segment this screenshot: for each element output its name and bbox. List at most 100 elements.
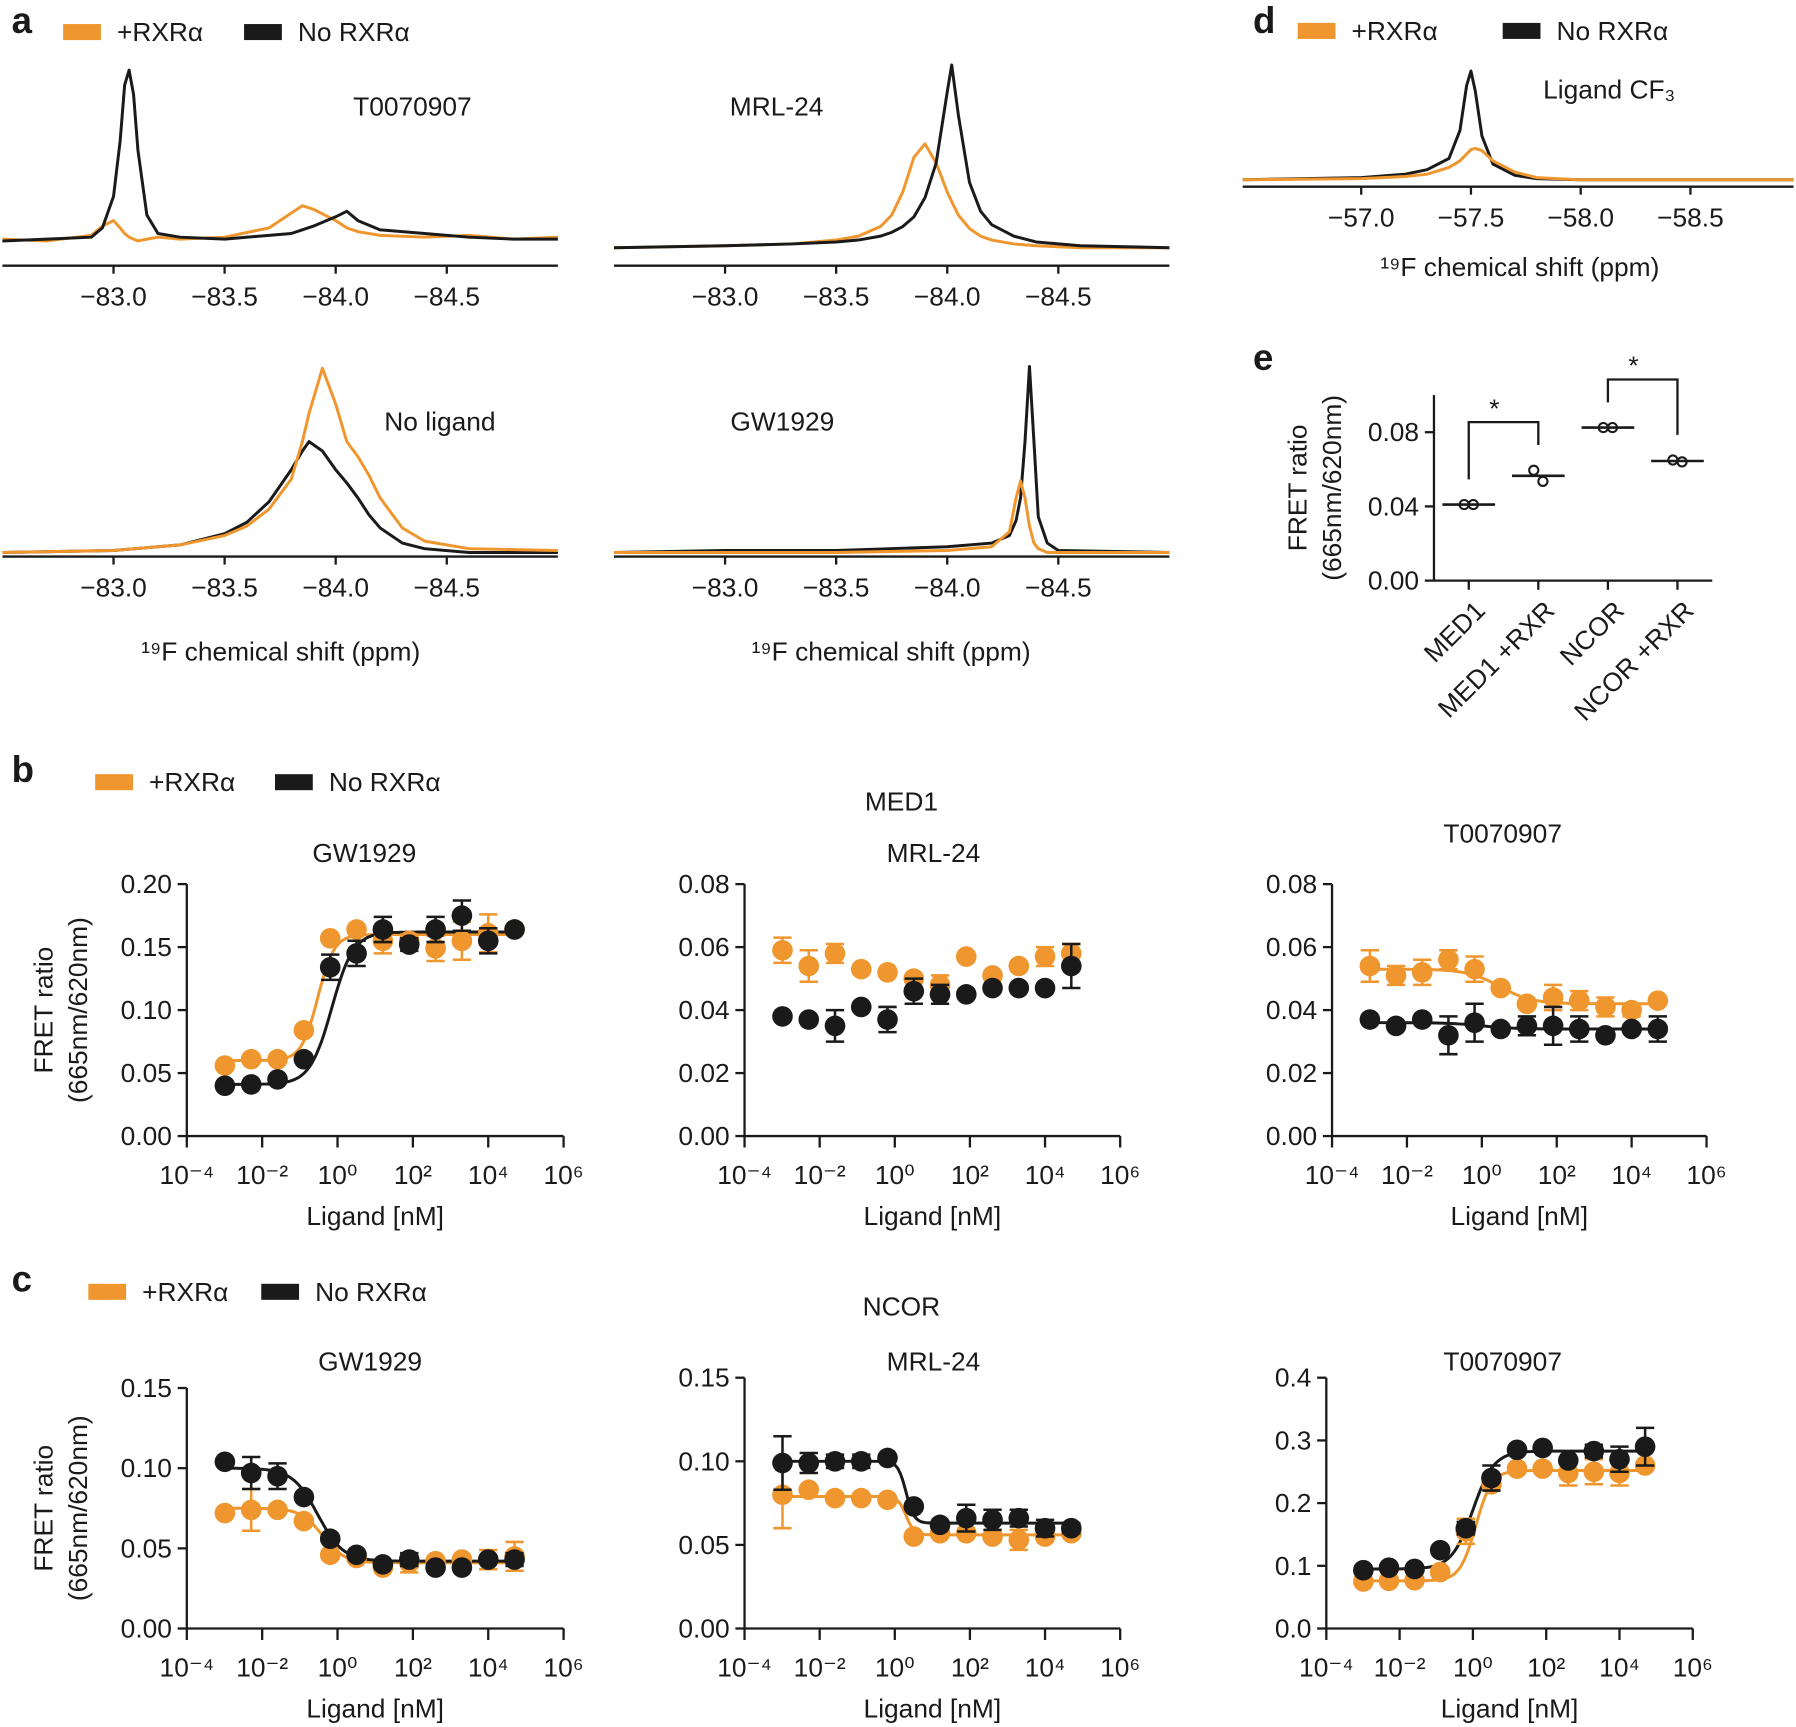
x-axis-label: ¹⁹F chemical shift (ppm): [1380, 252, 1659, 282]
data-point: [1359, 1009, 1381, 1030]
fit-curve: [224, 1506, 515, 1565]
data-point: [1455, 1517, 1477, 1539]
data-point: [267, 1069, 288, 1090]
x-tick-label: −57.0: [1328, 203, 1395, 233]
legend-swatch: [88, 1283, 127, 1300]
spectrum-line: [613, 479, 1170, 554]
data-point: [451, 930, 473, 952]
y-tick-label: 0.10: [121, 995, 172, 1025]
data-point: [214, 1055, 236, 1076]
panel-title: NCOR: [863, 1292, 941, 1322]
y-tick-label: 0.04: [1266, 995, 1317, 1025]
data-point: [1464, 1012, 1485, 1033]
data-point: [346, 943, 367, 964]
data-point: [1647, 990, 1669, 1011]
data-point: [267, 1048, 288, 1070]
x-tick-label: 10⁻⁴: [717, 1652, 772, 1682]
data-point: [1516, 993, 1538, 1015]
y-tick-label: 0.08: [1368, 417, 1419, 447]
legend-swatch: [244, 24, 282, 41]
y-tick-label: 0.3: [1275, 1425, 1312, 1455]
data-point: [982, 1526, 1003, 1547]
data-point: [824, 1451, 846, 1472]
x-tick-label: 10⁻²: [236, 1652, 288, 1682]
data-point: [451, 905, 473, 926]
data-point: [319, 1528, 341, 1550]
data-point: [1542, 987, 1564, 1008]
legend-swatch: [1502, 22, 1541, 39]
x-axis-label: Ligand [nM]: [1441, 1694, 1579, 1724]
data-point: [955, 946, 977, 967]
data-point: [477, 1549, 499, 1570]
data-point: [267, 1499, 288, 1521]
data-point: [1060, 1517, 1082, 1539]
panel-label: b: [12, 749, 34, 790]
x-tick-label: 10⁴: [1025, 1652, 1066, 1682]
data-point: [955, 1507, 977, 1529]
data-point: [1411, 1009, 1433, 1030]
data-point: [1542, 1015, 1564, 1037]
y-tick-label: 0.4: [1275, 1363, 1312, 1393]
legend-label: +RXRα: [142, 1277, 228, 1307]
x-tick-label: 10⁰: [1462, 1160, 1502, 1190]
y-tick-label: 0.15: [121, 932, 172, 962]
data-point: [1583, 1440, 1605, 1462]
data-point: [504, 1549, 525, 1570]
y-tick-label: 0.00: [678, 1614, 729, 1644]
y-axis-label: FRET ratio: [29, 1445, 59, 1572]
fit-curve: [224, 1466, 515, 1563]
data-point: [1008, 1529, 1030, 1551]
y-tick-label: 0.04: [1368, 491, 1419, 521]
data-point: [877, 1489, 898, 1511]
x-tick-label: 10⁻⁴: [160, 1652, 215, 1682]
data-point: [877, 961, 898, 983]
data-point: [1634, 1436, 1656, 1457]
significance-bracket: [1606, 378, 1679, 435]
data-point: [1481, 1467, 1502, 1489]
y-axis-label: FRET ratio: [1283, 424, 1313, 551]
x-axis-label: Ligand [nM]: [306, 1201, 444, 1231]
significance-bracket: [1467, 420, 1540, 480]
legend-label: No RXRα: [298, 17, 410, 47]
x-tick-label: 10⁰: [318, 1160, 358, 1190]
data-point: [293, 1510, 315, 1532]
x-tick-label: 10⁻⁴: [1305, 1160, 1360, 1190]
data-point: [425, 1557, 446, 1578]
x-tick-label: −83.5: [191, 573, 258, 603]
data-point: [903, 1526, 925, 1547]
data-point: [293, 1048, 315, 1070]
x-tick-label: 10⁴: [1611, 1160, 1652, 1190]
chart-title: GW1929: [730, 406, 834, 436]
x-tick-label: −84.0: [302, 573, 369, 603]
data-point: [1568, 990, 1590, 1011]
data-point: [1034, 1517, 1056, 1539]
y-tick-label: 0.08: [1266, 869, 1317, 899]
data-point: [1385, 965, 1407, 986]
legend-label: No RXRα: [315, 1277, 427, 1307]
legend-label: No RXRα: [329, 767, 441, 797]
x-tick-label: −83.0: [80, 282, 147, 312]
x-tick-label: 10⁻²: [794, 1160, 846, 1190]
data-point: [1438, 1024, 1459, 1046]
x-tick-label: −83.0: [692, 282, 759, 312]
data-point: [240, 1048, 262, 1070]
data-point: [1353, 1559, 1374, 1581]
data-point: [1532, 1437, 1553, 1459]
data-point: [319, 927, 341, 949]
spectrum-line: [2, 440, 558, 554]
y-tick-label: 0.08: [678, 869, 729, 899]
data-point: [1490, 977, 1512, 999]
spectrum-line: [613, 364, 1170, 554]
data-point: [1359, 955, 1381, 977]
legend-swatch: [95, 774, 133, 791]
panel-label: c: [12, 1259, 32, 1300]
data-point: [982, 977, 1003, 999]
data-point: [319, 956, 341, 978]
data-point: [1378, 1557, 1400, 1578]
x-tick-label: 10⁰: [318, 1652, 358, 1682]
x-tick-label: 10⁻⁴: [717, 1160, 772, 1190]
x-tick-label: −58.5: [1657, 203, 1724, 233]
data-point: [372, 919, 394, 940]
y-tick-label: 0.00: [121, 1121, 172, 1151]
x-axis-label: ¹⁹F chemical shift (ppm): [141, 637, 420, 667]
